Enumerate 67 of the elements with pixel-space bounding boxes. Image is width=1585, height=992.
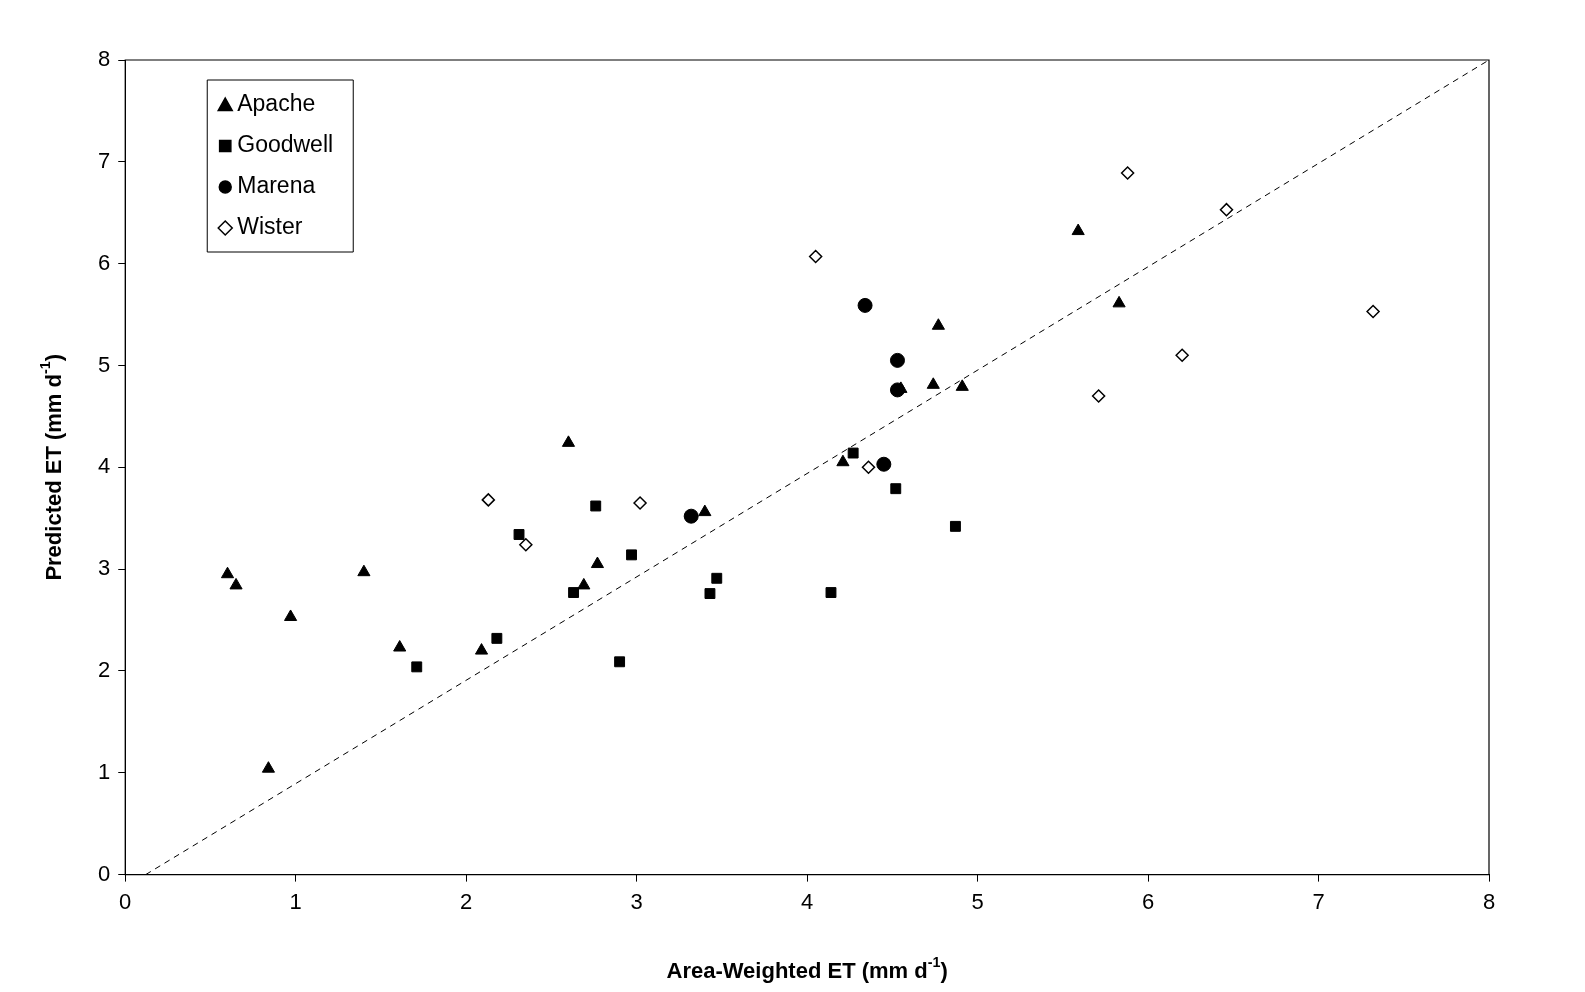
legend-label: Wister (237, 213, 303, 240)
point (568, 587, 580, 598)
point (220, 566, 235, 579)
point (808, 249, 823, 264)
point (491, 632, 503, 644)
legend-label: Marena (237, 172, 316, 199)
point (513, 529, 525, 540)
point (1112, 295, 1126, 308)
x-tick-label: 4 (800, 888, 814, 914)
point (577, 577, 591, 590)
point (698, 504, 712, 517)
point (626, 549, 637, 561)
legend-label: Apache (237, 90, 316, 117)
point (393, 640, 407, 652)
x-tick-label: 6 (1141, 888, 1155, 914)
x-tick-label: 1 (289, 888, 302, 914)
x-tick-label: 2 (460, 888, 473, 914)
y-tick-label: 8 (97, 46, 111, 72)
point (519, 537, 533, 552)
point (876, 456, 892, 472)
point (261, 761, 275, 773)
point (1175, 348, 1189, 363)
y-tick-label: 5 (97, 351, 111, 377)
y-tick-label: 0 (97, 860, 111, 886)
point (284, 609, 298, 621)
point (357, 564, 371, 577)
point (825, 587, 837, 598)
point (889, 352, 905, 368)
point (955, 379, 969, 391)
point (614, 656, 626, 668)
x-tick-label: 8 (1482, 888, 1496, 914)
point (949, 520, 961, 532)
y-tick-label: 3 (97, 555, 111, 581)
point (836, 454, 850, 467)
point (1071, 223, 1085, 236)
point (590, 556, 604, 569)
legend-label: Goodwell (237, 131, 334, 158)
x-tick-label: 0 (119, 888, 132, 914)
point (1120, 166, 1135, 180)
point (704, 588, 716, 600)
point (1091, 389, 1106, 403)
point (847, 447, 859, 459)
point (411, 661, 423, 673)
x-tick-label: 3 (630, 888, 643, 914)
point (1366, 304, 1380, 319)
point (481, 493, 496, 507)
y-tick-label: 2 (97, 657, 111, 683)
point (857, 297, 873, 313)
x-tick-label: 5 (971, 888, 984, 914)
point (861, 460, 876, 475)
point (474, 643, 489, 655)
point (683, 508, 699, 524)
point (1219, 202, 1234, 217)
y-tick-label: 4 (97, 453, 111, 479)
point (561, 435, 576, 447)
point (229, 577, 243, 590)
y-tick-label: 1 (97, 758, 111, 784)
x-tick-label: 7 (1312, 888, 1325, 914)
point (633, 496, 647, 510)
point (590, 500, 602, 512)
point (926, 377, 940, 389)
y-tick-label: 6 (97, 249, 111, 275)
point (711, 572, 723, 584)
point (890, 483, 902, 495)
y-tick-label: 7 (97, 147, 111, 173)
point (931, 318, 945, 330)
y-axis-title: Predicted ET (mm d-1) (37, 353, 67, 581)
